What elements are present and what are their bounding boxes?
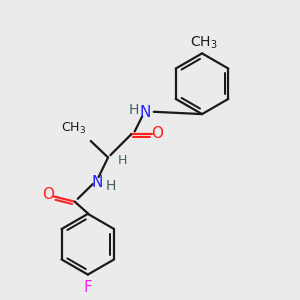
Text: H: H (117, 154, 127, 167)
Text: H: H (128, 103, 139, 117)
Text: CH$_3$: CH$_3$ (61, 121, 86, 136)
Text: N: N (140, 105, 152, 120)
Text: F: F (83, 280, 92, 295)
Text: O: O (42, 187, 54, 202)
Text: CH$_3$: CH$_3$ (190, 35, 217, 51)
Text: N: N (92, 175, 103, 190)
Text: H: H (106, 179, 116, 193)
Text: O: O (151, 126, 163, 141)
